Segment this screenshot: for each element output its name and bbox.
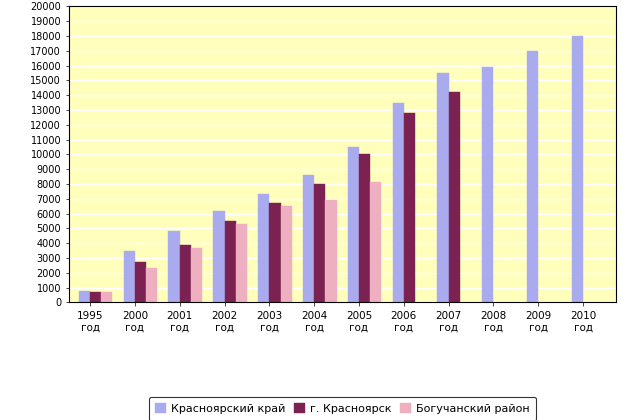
Bar xyxy=(303,175,314,302)
Bar xyxy=(348,147,359,302)
Bar xyxy=(135,262,146,302)
Bar xyxy=(392,102,404,302)
Bar xyxy=(224,221,236,302)
Bar xyxy=(572,36,583,302)
Bar xyxy=(527,51,538,302)
Bar xyxy=(169,231,180,302)
Bar xyxy=(326,200,337,302)
Bar xyxy=(213,210,224,302)
Bar xyxy=(258,194,269,302)
Bar xyxy=(449,92,460,302)
Bar xyxy=(281,206,292,302)
Bar xyxy=(438,73,449,302)
Bar xyxy=(314,184,326,302)
Bar xyxy=(191,248,202,302)
Bar xyxy=(79,291,90,302)
Bar xyxy=(101,292,112,302)
Bar xyxy=(236,224,247,302)
Bar xyxy=(269,203,281,302)
Bar xyxy=(180,245,191,302)
Bar xyxy=(482,67,494,302)
Bar xyxy=(124,251,135,302)
Bar xyxy=(359,155,370,302)
Bar xyxy=(90,292,101,302)
Bar xyxy=(370,182,381,302)
Legend: Красноярский край, г. Красноярск, Богучанский район: Красноярский край, г. Красноярск, Богуча… xyxy=(149,397,536,420)
Bar xyxy=(146,268,158,302)
Bar xyxy=(404,113,415,302)
